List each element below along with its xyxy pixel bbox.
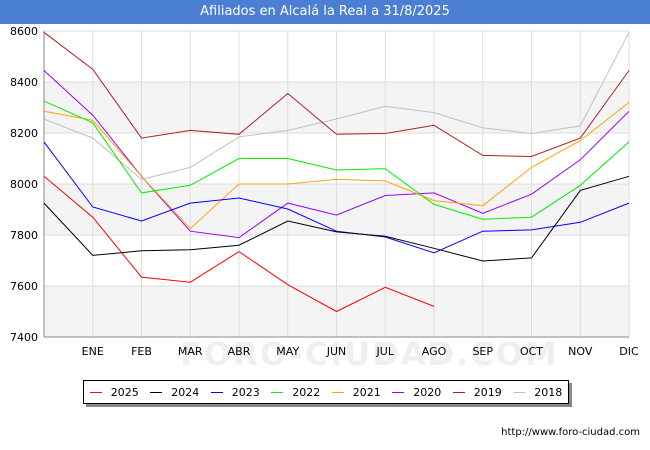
x-tick-label: MAY (276, 345, 299, 358)
legend-label: 2025 (110, 385, 139, 399)
watermark: FORO-CIUDAD.COM (180, 335, 559, 373)
legend-swatch (452, 391, 465, 393)
y-tick-label: 8400 (10, 76, 38, 89)
x-tick-label: MAR (178, 345, 203, 358)
legend: 2025 2024 2023 2022 2021 2020 2019 2018 (83, 380, 569, 404)
legend-label: 2019 (473, 385, 502, 399)
series-line-2025 (43, 175, 435, 313)
y-axis-ticks: 7400 7600 7800 8000 8200 8400 8600 (10, 25, 38, 344)
legend-item-2019: 2019 (452, 385, 502, 399)
legend-label: 2022 (292, 385, 321, 399)
plot-border (43, 31, 629, 338)
legend-item-2024: 2024 (150, 386, 199, 399)
legend-label: 2020 (413, 385, 442, 399)
series-line-2022 (43, 100, 630, 220)
legend-swatch (271, 391, 284, 393)
legend-label: 2023 (231, 385, 260, 399)
x-tick-label: OCT (520, 345, 543, 358)
y-tick-label: 7800 (10, 229, 38, 242)
legend-swatch (513, 391, 526, 393)
x-tick-label: ABR (228, 345, 251, 358)
legend-item-2018: 2018 (513, 386, 562, 399)
legend-item-2021: 2021 (331, 385, 381, 399)
legend-item-2023: 2023 (210, 385, 260, 399)
legend-swatch (331, 391, 344, 393)
y-tick-label: 8600 (10, 25, 38, 38)
legend-item-2022: 2022 (271, 386, 320, 399)
x-tick-label: FEB (131, 345, 152, 358)
x-tick-label: ENE (82, 345, 104, 358)
x-tick-label: NOV (568, 345, 593, 358)
series-line-2019 (43, 31, 630, 158)
x-tick-label: JUL (376, 345, 395, 358)
x-tick-label: JUN (326, 345, 347, 358)
legend-swatch (210, 391, 223, 393)
y-tick-label: 8000 (10, 178, 38, 191)
x-tick-label: DIC (619, 345, 639, 358)
chart-title: Afiliados en Alcalá la Real a 31/8/2025 (0, 0, 650, 24)
y-tick-label: 8200 (10, 127, 38, 140)
legend-swatch (150, 391, 163, 393)
legend-item-2025: 2025 (89, 385, 139, 399)
legend-label: 2021 (352, 385, 381, 399)
y-tick-label: 7400 (10, 331, 38, 344)
x-axis-ticks: ENE FEB MAR ABR MAY JUN JUL AGO SEP OCT NOV DIC (82, 345, 639, 358)
series-line-2023 (43, 141, 630, 254)
series-line-2018 (43, 32, 630, 180)
source-credit: http://www.foro-ciudad.com (501, 427, 640, 438)
legend-swatch (89, 391, 102, 393)
legend-swatch (392, 391, 405, 393)
x-tick-label: SEP (472, 345, 493, 358)
legend-label: 2018 (534, 385, 563, 399)
x-tick-label: AGO (422, 345, 447, 358)
y-tick-label: 7600 (10, 280, 38, 293)
series-lines (43, 31, 630, 313)
legend-label: 2024 (171, 385, 200, 399)
legend-item-2020: 2020 (392, 386, 441, 399)
series-line-2024 (43, 175, 630, 262)
series-line-2021 (43, 102, 630, 230)
